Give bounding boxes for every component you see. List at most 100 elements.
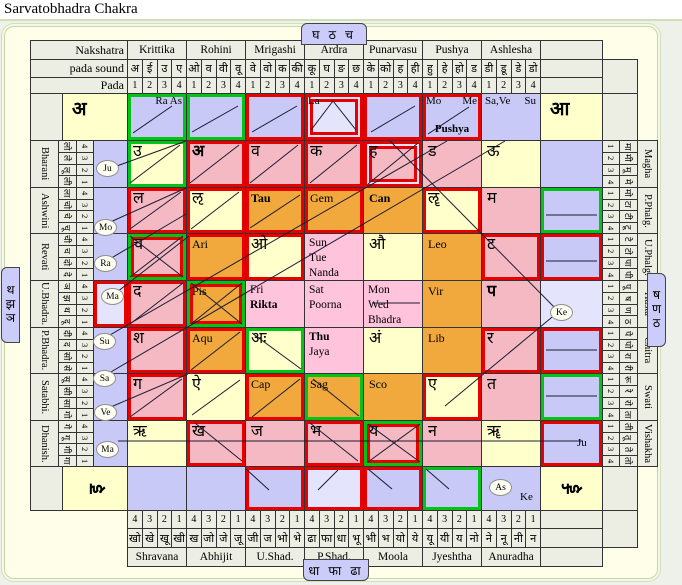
grid-cell-r6-c2[interactable]: ऐ — [186, 373, 246, 421]
grid-cell-r7-c1[interactable]: ऋ — [127, 420, 187, 467]
akshara-letter: ऌ — [192, 190, 204, 207]
grid-cell-r0-c2[interactable] — [186, 93, 246, 141]
grid-cell-r8-c3[interactable] — [245, 466, 305, 511]
grid-cell-r4-c1[interactable]: द — [127, 280, 187, 328]
tab-bottom-letters[interactable]: धा फा ढा — [303, 559, 369, 581]
grid-cell-r2-c3[interactable]: Tau — [245, 187, 305, 234]
filler — [602, 510, 638, 548]
planet-marker-ke: Ke — [550, 304, 573, 321]
grid-cell-r0-c7[interactable]: Sa,Ve Su — [481, 93, 541, 141]
grid-cell-r7-c2[interactable]: ख — [186, 420, 246, 467]
pada-sound-cell: डे — [510, 59, 527, 78]
grid-cell-r3-c3[interactable]: ओ — [245, 233, 305, 281]
grid-cell-r2-c4[interactable]: Gem — [304, 187, 364, 234]
grid-cell-r5-c3[interactable]: अः — [245, 327, 305, 374]
grid-cell-r0-c5[interactable] — [363, 93, 423, 141]
grid-cell-r1-c7[interactable]: ऊ — [481, 140, 541, 188]
grid-cell-r6-c3[interactable]: Cap — [245, 373, 305, 421]
grid-cell-r5-c4[interactable]: Thu Jaya — [304, 327, 364, 374]
grid-cell-r1-c5[interactable]: ह — [363, 140, 423, 188]
grid-cell-r8-c0[interactable]: इ — [62, 466, 128, 511]
grid-cell-r4-c4[interactable]: Sat Poorna — [304, 280, 364, 328]
corner-vowel: ई — [562, 483, 584, 494]
pada-sound-cell: वो — [259, 59, 276, 78]
pada-number-cell: 2 — [274, 510, 291, 529]
grid-cell-r2-c5[interactable]: Can — [363, 187, 423, 234]
grid-cell-r0-c0[interactable]: अ — [62, 93, 128, 141]
planet-position-label: Su — [524, 95, 536, 107]
pada-number-cell: 4 — [363, 510, 379, 529]
grid-cell-r0-c6[interactable]: Mo Me Pushya — [422, 93, 482, 141]
akshara-letter: य — [369, 423, 379, 440]
grid-cell-r4-c2[interactable]: Pis — [186, 280, 246, 328]
grid-cell-r8-c6[interactable] — [422, 466, 482, 511]
tab-left-letters[interactable]: थ झ ञ — [1, 267, 20, 343]
grid-cell-r8-c4[interactable] — [304, 466, 364, 511]
grid-cell-r5-c1[interactable]: श — [127, 327, 187, 374]
grid-cell-r3-c1[interactable]: च — [127, 233, 187, 281]
grid-cell-r4-c6[interactable]: Vir — [422, 280, 482, 328]
pada-number-cell: 3 — [259, 510, 276, 529]
grid-cell-r6-c6[interactable]: ए — [422, 373, 482, 421]
grid-cell-r6-c7[interactable]: त — [481, 373, 541, 421]
grid-cell-r7-c6[interactable]: न — [422, 420, 482, 467]
pada-sound-cell: जी — [245, 528, 261, 548]
grid-cell-r5-c2[interactable]: Aqu — [186, 327, 246, 374]
grid-cell-r7-c8[interactable] — [540, 420, 603, 467]
pada-number-cell: 4 — [289, 77, 305, 94]
grid-cell-r5-c7[interactable]: र — [481, 327, 541, 374]
bottom-nakshatra-name: Anuradha — [481, 547, 541, 567]
grid-cell-r5-c5[interactable]: अं — [363, 327, 423, 374]
grid-cell-r4-c3[interactable]: Fri Rikta — [245, 280, 305, 328]
grid-cell-r2-c8[interactable] — [540, 187, 603, 234]
grid-cell-r4-c7[interactable]: प — [481, 280, 541, 328]
pada-sound-cell: फा — [318, 528, 335, 548]
side-nakshatra-name: Swati — [637, 373, 658, 421]
grid-cell-r2-c6[interactable]: ॡ — [422, 187, 482, 234]
grid-cell-r3-c6[interactable]: Leo — [422, 233, 482, 281]
grid-cell-r0-c8[interactable]: आ — [540, 93, 603, 141]
grid-cell-r3-c5[interactable]: औ — [363, 233, 423, 281]
grid-cell-r1-c2[interactable]: अ — [186, 140, 246, 188]
grid-cell-r5-c8[interactable] — [540, 327, 603, 374]
tab-top-letters[interactable]: घ ठ च — [301, 23, 367, 45]
grid-cell-r6-c4[interactable]: Sag — [304, 373, 364, 421]
grid-cell-r4-c8[interactable] — [540, 280, 603, 328]
grid-cell-r8-c2[interactable] — [186, 466, 246, 511]
grid-cell-r7-c7[interactable]: ॠ — [481, 420, 541, 467]
grid-cell-r6-c8[interactable] — [540, 373, 603, 421]
grid-cell-r5-c6[interactable]: Lib — [422, 327, 482, 374]
grid-cell-r3-c8[interactable] — [540, 233, 603, 281]
grid-cell-r0-c4[interactable]: La — [304, 93, 364, 141]
grid-cell-r1-c3[interactable]: व — [245, 140, 305, 188]
pada-sound-cell: नू — [495, 528, 512, 548]
grid-cell-r7-c3[interactable]: ज — [245, 420, 305, 467]
planet-marker-ve: Ve — [94, 404, 117, 421]
grid-cell-r4-c5[interactable]: Mon Wed Bhadra — [363, 280, 423, 328]
akshara-letter: र — [487, 330, 494, 347]
grid-cell-r6-c1[interactable]: ग — [127, 373, 187, 421]
side-nakshatra-name: P.Bhadra. — [30, 327, 59, 374]
grid-cell-r1-c6[interactable]: ड — [422, 140, 482, 188]
grid-cell-r2-c7[interactable]: म — [481, 187, 541, 234]
grid-cell-r0-c3[interactable] — [245, 93, 305, 141]
rashi-label: Aqu — [192, 331, 213, 345]
grid-cell-r3-c2[interactable]: Ari — [186, 233, 246, 281]
tab-right-letters[interactable]: ष ण ठ — [647, 273, 666, 347]
grid-cell-r0-c1[interactable]: Ra As — [127, 93, 187, 141]
grid-cell-r3-c7[interactable]: ट — [481, 233, 541, 281]
grid-cell-r6-c5[interactable]: Sco — [363, 373, 423, 421]
grid-cell-r8-c5[interactable] — [363, 466, 423, 511]
grid-cell-r8-c1[interactable] — [127, 466, 187, 511]
grid-cell-r7-c4[interactable]: भ — [304, 420, 364, 467]
grid-cell-r2-c1[interactable]: ल — [127, 187, 187, 234]
grid-cell-r1-c1[interactable]: उ — [127, 140, 187, 188]
grid-cell-r3-c4[interactable]: Sun Tue Nanda — [304, 233, 364, 281]
filler — [540, 40, 603, 60]
grid-cell-r1-c4[interactable]: क — [304, 140, 364, 188]
grid-cell-r2-c2[interactable]: ऌ — [186, 187, 246, 234]
grid-cell-r8-c8[interactable]: ई — [540, 466, 603, 511]
grid-cell-r1-c8[interactable] — [540, 140, 603, 188]
pada-sound-cell: न — [525, 528, 541, 548]
grid-cell-r7-c5[interactable]: य — [363, 420, 423, 467]
